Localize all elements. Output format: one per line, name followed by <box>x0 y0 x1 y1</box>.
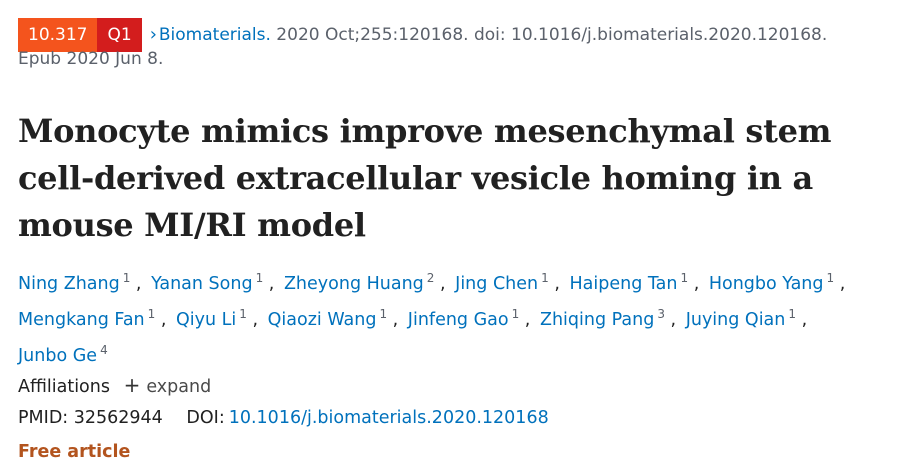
author-entry: Junbo Ge 4 <box>18 343 108 366</box>
expand-affiliations-button[interactable]: + expand <box>124 373 212 397</box>
author-name-link[interactable]: Qiyu Li <box>176 310 237 330</box>
affiliation-number-link[interactable]: 1 <box>255 271 264 285</box>
author-separator: , <box>263 274 275 294</box>
author-name-link[interactable]: Junbo Ge <box>18 346 98 366</box>
affiliation-number-link[interactable]: 3 <box>657 307 665 321</box>
quartile-badge[interactable]: Q1 <box>97 18 142 52</box>
author-name-link[interactable]: Zheyong Huang <box>283 274 424 294</box>
affiliation-number-link[interactable]: 1 <box>826 271 835 285</box>
free-article-label: Free article <box>18 442 131 462</box>
author-name-link[interactable]: Jing Chen <box>455 274 539 294</box>
author-name-link[interactable]: Hongbo Yang <box>708 274 824 294</box>
author-entry: Juying Qian 1 , <box>685 307 811 330</box>
affiliations-row: Affiliations + expand <box>18 372 211 400</box>
author-entry: Qiyu Li 1 , <box>176 307 262 330</box>
article-title: Monocyte mimics improve mesenchymal stem… <box>18 112 832 244</box>
author-entry: Haipeng Tan 1 , <box>569 271 703 294</box>
author-separator: , <box>664 310 677 330</box>
author-entry: Mengkang Fan 1 , <box>18 307 170 330</box>
authors-list: Ning Zhang 1 , Yanan Song 1 , Zheyong Huan… <box>18 263 893 371</box>
author-separator: , <box>548 274 560 294</box>
doi-link[interactable]: 10.1016/j.biomaterials.2020.120168 <box>228 408 549 428</box>
author-separator: , <box>834 274 846 294</box>
author-name-link[interactable]: Yanan Song <box>151 274 253 294</box>
author-separator: , <box>688 274 700 294</box>
citation-block: 10.317 Q1 › Biomaterials. 2020 Oct;255:1201… <box>18 18 888 71</box>
affiliation-number-link[interactable]: 1 <box>147 307 156 321</box>
affiliation-number-link[interactable]: 1 <box>788 307 797 321</box>
author-entry: Jing Chen 1 , <box>455 271 564 294</box>
author-name-link[interactable]: Qiaozi Wang <box>267 310 377 330</box>
pmid: PMID: 32562944 <box>18 408 163 428</box>
author-name-link[interactable]: Mengkang Fan <box>18 310 145 330</box>
author-name-link[interactable]: Zhiqing Pang <box>539 310 655 330</box>
author-name-link[interactable]: Ning Zhang <box>18 274 120 294</box>
affiliation-number-link[interactable]: 1 <box>379 307 388 321</box>
affiliation-number-link[interactable]: 4 <box>100 343 108 357</box>
author-separator: , <box>387 310 399 330</box>
author-separator: , <box>796 310 808 330</box>
author-entry: Zhiqing Pang 3 , <box>539 307 680 330</box>
author-name-link[interactable]: Haipeng Tan <box>569 274 678 294</box>
author-entry: Hongbo Yang 1 , <box>708 271 849 294</box>
affiliation-number-link[interactable]: 2 <box>426 271 435 285</box>
chevron-right-icon[interactable]: › <box>149 24 157 45</box>
plus-icon: + <box>123 373 141 397</box>
author-entry: Qiaozi Wang 1 , <box>267 307 403 330</box>
affiliations-label: Affiliations <box>18 377 110 397</box>
author-separator: , <box>130 274 142 294</box>
affiliation-number-link[interactable]: 1 <box>541 271 549 285</box>
author-separator: , <box>155 310 167 330</box>
author-name-link[interactable]: Juying Qian <box>685 310 786 330</box>
author-separator: , <box>246 310 259 330</box>
epub-date: Epub 2020 Jun 8. <box>18 49 164 69</box>
affiliation-number-link[interactable]: 1 <box>680 271 689 285</box>
author-entry: Jinfeng Gao 1 , <box>407 307 535 330</box>
expand-label: expand <box>146 377 212 397</box>
author-entry: Ning Zhang 1 , <box>18 271 146 294</box>
citation-details: 2020 Oct;255:120168. doi: 10.1016/j.biom… <box>270 25 828 45</box>
author-separator: , <box>434 274 446 294</box>
affiliation-number-link[interactable]: 1 <box>511 307 520 321</box>
affiliation-number-link[interactable]: 1 <box>239 307 247 321</box>
doi-label: DOI: <box>186 408 225 428</box>
impact-factor-badge[interactable]: 10.317 <box>18 18 98 52</box>
journal-link[interactable]: Biomaterials. <box>158 25 271 45</box>
affiliation-number-link[interactable]: 1 <box>122 271 131 285</box>
author-entry: Yanan Song 1 , <box>151 271 278 294</box>
citation-line: 10.317 Q1 › Biomaterials. 2020 Oct;255:1201… <box>18 18 888 52</box>
author-separator: , <box>519 310 531 330</box>
author-name-link[interactable]: Jinfeng Gao <box>407 310 509 330</box>
identifiers-row: PMID: 32562944 DOI: 10.1016/j.biomaterial… <box>18 405 549 431</box>
author-entry: Zheyong Huang 2 , <box>283 271 450 294</box>
